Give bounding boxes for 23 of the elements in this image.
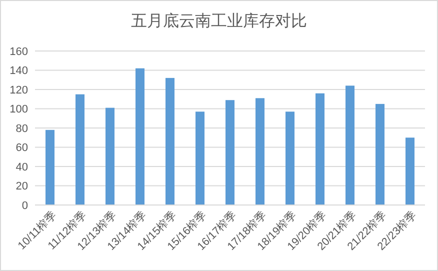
y-tick-label: 120 (10, 84, 28, 96)
bar (286, 112, 294, 205)
y-tick-label: 20 (16, 180, 28, 193)
y-tick-label: 140 (10, 65, 28, 78)
y-tick-label: 60 (16, 142, 28, 154)
bar (136, 68, 144, 205)
bar (256, 98, 264, 205)
bar (46, 130, 54, 205)
bar (76, 94, 84, 205)
chart-title: 五月底云南工业库存对比 (131, 12, 307, 30)
bar (316, 93, 324, 205)
bar (226, 100, 234, 205)
y-tick-label: 40 (16, 161, 28, 174)
y-tick-label: 100 (10, 104, 28, 116)
bar (166, 78, 174, 205)
y-tick-label: 0 (22, 200, 28, 212)
bar (346, 86, 354, 205)
bar (376, 104, 384, 205)
bar (406, 138, 414, 205)
bar (196, 112, 204, 205)
y-tick-label: 160 (10, 46, 28, 58)
bar (106, 108, 114, 205)
y-tick-label: 80 (16, 122, 28, 135)
